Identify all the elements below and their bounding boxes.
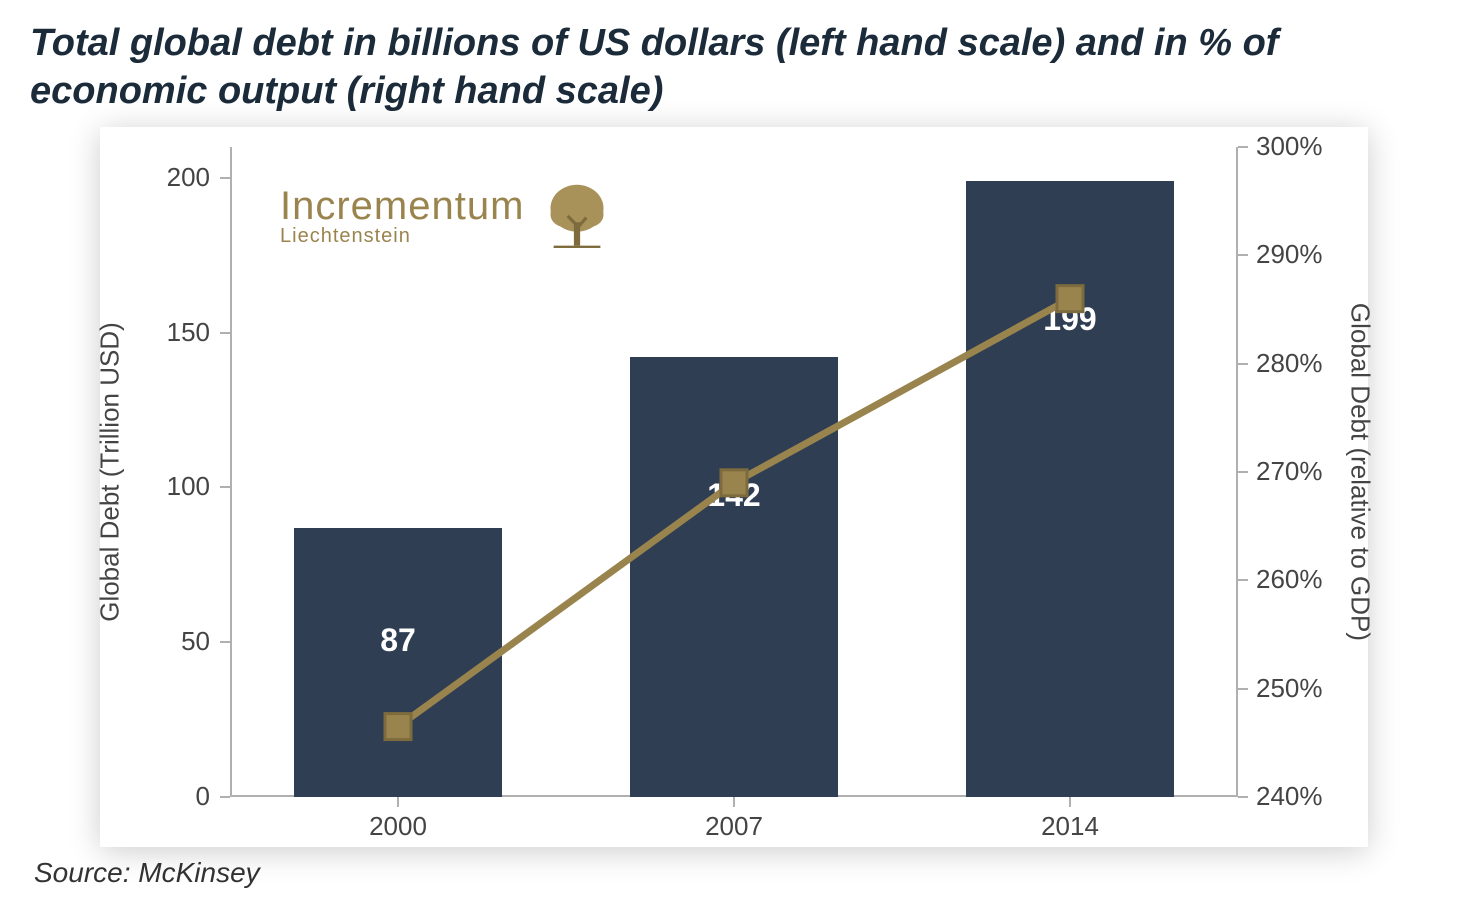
chart-box: 0 50 100 150 200 240% 250% 260% 270% 280% 290% 300%… [100,127,1368,847]
right-tick-label: 300% [1256,131,1346,162]
line-marker [385,714,411,740]
x-tick [1069,797,1071,807]
left-tick-label: 0 [140,781,210,812]
right-axis-label: Global Debt (relative to GDP) [1345,303,1376,641]
source-note: Source: McKinsey [34,857,1428,889]
left-tick [220,332,230,334]
brand-logo: Incrementum Liechtenstein [280,177,616,255]
x-tick-label: 2000 [338,811,458,842]
x-tick [397,797,399,807]
right-tick [1238,254,1248,256]
line-marker [1057,286,1083,312]
left-tick [220,486,230,488]
line-marker [721,470,747,496]
left-tick-label: 200 [140,162,210,193]
right-tick-label: 280% [1256,348,1346,379]
x-tick [733,797,735,807]
trend-line [398,299,1070,727]
left-tick-label: 100 [140,471,210,502]
left-tick [220,177,230,179]
right-tick [1238,796,1248,798]
chart-title: Total global debt in billions of US doll… [30,20,1428,115]
right-tick [1238,471,1248,473]
right-tick-label: 290% [1256,239,1346,270]
x-tick-label: 2007 [674,811,794,842]
logo-text: Incrementum Liechtenstein [280,184,524,248]
right-tick [1238,363,1248,365]
tree-icon [538,177,616,255]
right-tick-label: 250% [1256,673,1346,704]
right-tick [1238,579,1248,581]
logo-brand: Incrementum [280,184,524,229]
right-tick-label: 270% [1256,456,1346,487]
left-axis-label: Global Debt (Trillion USD) [95,322,126,622]
left-tick [220,796,230,798]
right-tick [1238,146,1248,148]
chart-container: Total global debt in billions of US doll… [0,0,1458,912]
x-tick-label: 2014 [1010,811,1130,842]
right-tick-label: 240% [1256,781,1346,812]
left-tick [220,641,230,643]
right-tick [1238,688,1248,690]
left-tick-label: 50 [140,626,210,657]
right-tick-label: 260% [1256,564,1346,595]
left-tick-label: 150 [140,317,210,348]
